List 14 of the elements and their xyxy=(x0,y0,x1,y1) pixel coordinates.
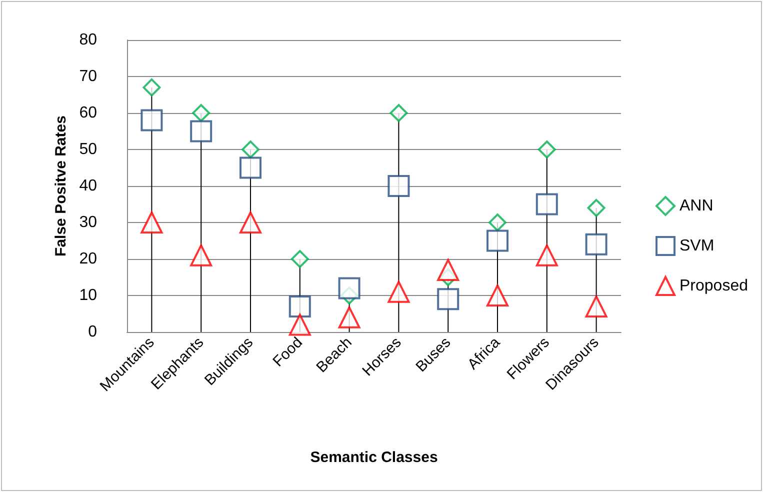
y-tick-label: 70 xyxy=(79,68,98,85)
y-tick-label: 80 xyxy=(79,32,98,48)
y-tick-label: 40 xyxy=(79,178,98,194)
y-axis-title: False Positve Rates xyxy=(52,116,70,256)
legend-label: SVM xyxy=(680,238,714,254)
y-tick-label: 30 xyxy=(79,214,98,231)
y-tick-label: 60 xyxy=(79,104,98,122)
legend-label: ANN xyxy=(680,198,714,214)
y-tick-label: 0 xyxy=(88,324,98,340)
legend-label: Proposed xyxy=(680,278,748,294)
y-tick-label: 50 xyxy=(79,141,98,158)
x-axis-title: Semantic Classes xyxy=(310,449,438,466)
y-tick-label: 10 xyxy=(79,287,98,304)
y-tick-label: 20 xyxy=(79,250,98,268)
